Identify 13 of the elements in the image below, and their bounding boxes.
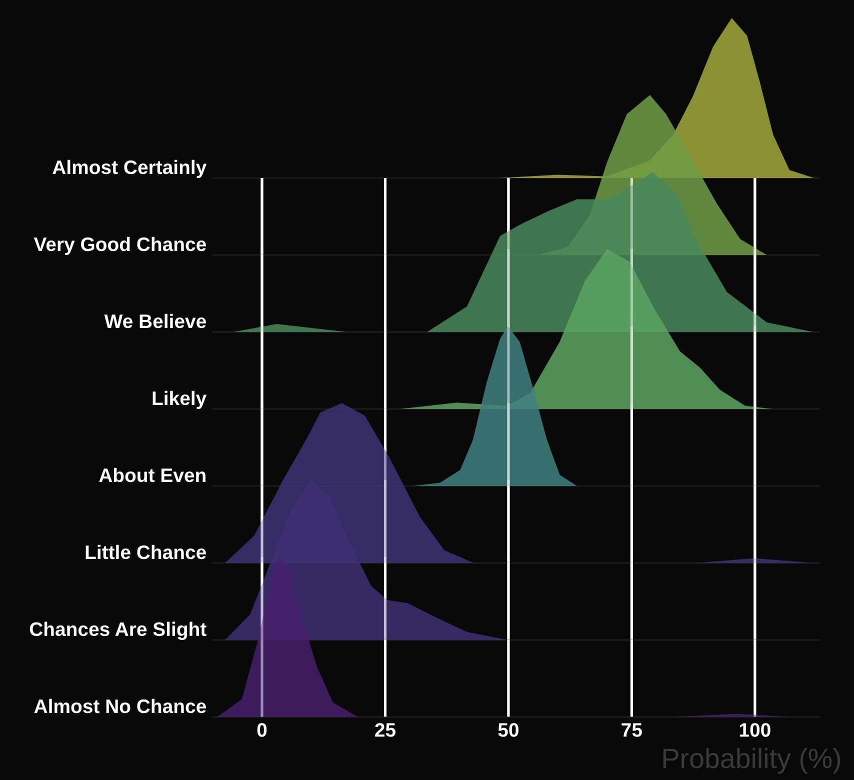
text: Almost Certainly (52, 160, 207, 178)
series-label: Almost No Chance (34, 698, 206, 714)
text: Very Good Chance (34, 236, 206, 255)
series-label: We Believe (104, 314, 206, 328)
x-tick-label: 0 (257, 723, 267, 737)
series-label: Little Chance (86, 544, 206, 560)
x-tick-label: 50 (498, 723, 518, 737)
x-tick-label: 100 (740, 723, 770, 737)
x-tick-label: 25 (375, 723, 396, 737)
series-label: Chances Are Slight (30, 622, 206, 640)
text: About Even (99, 468, 206, 482)
x-tick-label: 75 (622, 723, 642, 737)
text: Likely (152, 390, 207, 409)
